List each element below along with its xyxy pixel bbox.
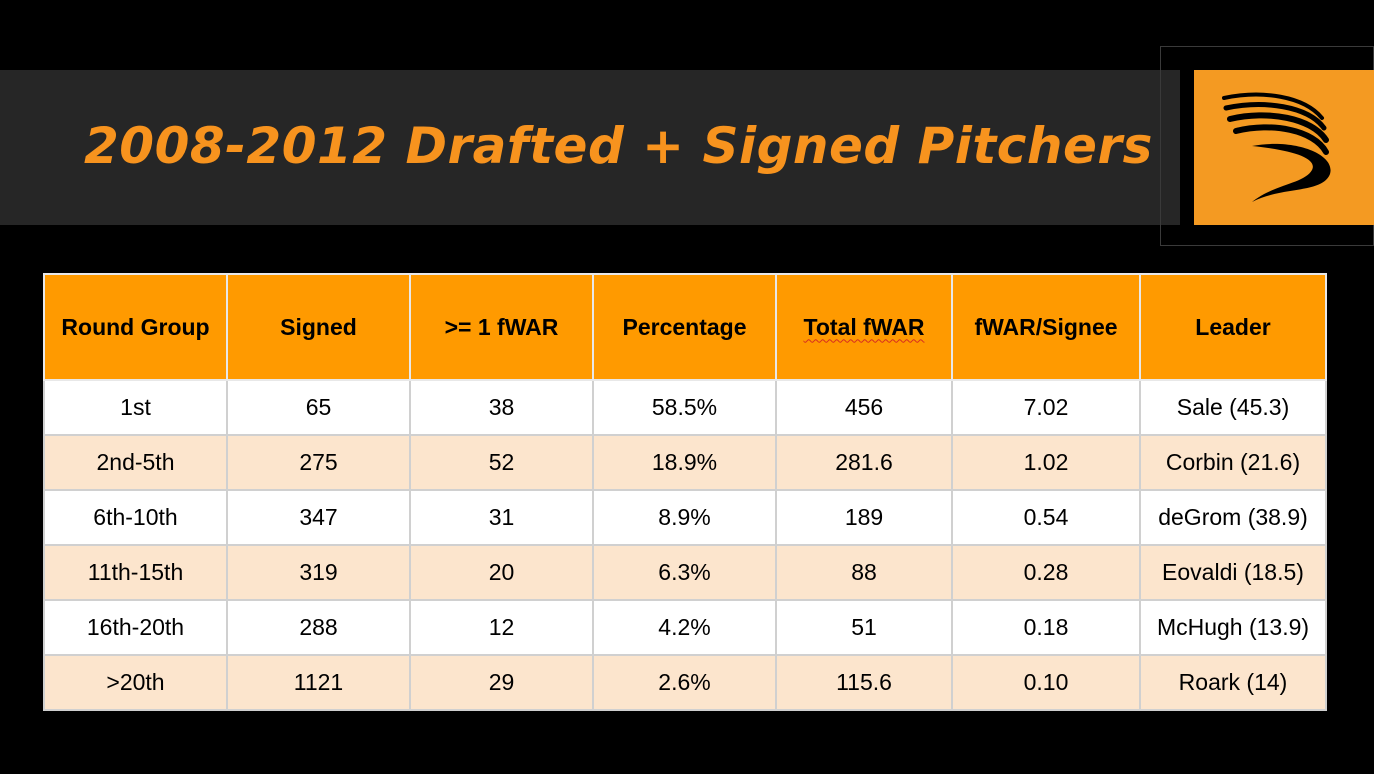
table-cell: 0.10 <box>951 654 1141 711</box>
table-cell: 6.3% <box>592 544 777 601</box>
table-row: 1st 65 38 58.5% 456 7.02 Sale (45.3) <box>43 379 1327 436</box>
table-cell: Sale (45.3) <box>1139 379 1327 436</box>
table-cell: 1st <box>43 379 228 436</box>
table-cell: Eovaldi (18.5) <box>1139 544 1327 601</box>
table-cell: 38 <box>409 379 594 436</box>
table-cell: 2.6% <box>592 654 777 711</box>
table-cell: 319 <box>226 544 411 601</box>
table-header-row: Round Group Signed >= 1 fWAR Percentage … <box>43 273 1327 381</box>
table-cell: 31 <box>409 489 594 546</box>
table-cell: deGrom (38.9) <box>1139 489 1327 546</box>
table-cell: 52 <box>409 434 594 491</box>
table-cell: 4.2% <box>592 599 777 656</box>
column-header-total-fwar: Total fWAR <box>775 273 953 381</box>
column-header-percentage: Percentage <box>592 273 777 381</box>
table-row: 11th-15th 319 20 6.3% 88 0.28 Eovaldi (1… <box>43 544 1327 601</box>
swoosh-logo-icon <box>1222 92 1331 202</box>
table-cell: 115.6 <box>775 654 953 711</box>
table-cell: 0.54 <box>951 489 1141 546</box>
table-cell: 29 <box>409 654 594 711</box>
table-cell: 65 <box>226 379 411 436</box>
table-cell: 88 <box>775 544 953 601</box>
column-header-fwar-per-signee: fWAR/Signee <box>951 273 1141 381</box>
data-table: Round Group Signed >= 1 fWAR Percentage … <box>43 273 1327 711</box>
table-cell: Roark (14) <box>1139 654 1327 711</box>
column-header-signed: Signed <box>226 273 411 381</box>
table-cell: McHugh (13.9) <box>1139 599 1327 656</box>
table-cell: 0.28 <box>951 544 1141 601</box>
table-cell: 1121 <box>226 654 411 711</box>
logo <box>1194 70 1374 225</box>
table-cell: 2nd-5th <box>43 434 228 491</box>
table-cell: Corbin (21.6) <box>1139 434 1327 491</box>
column-header-total-fwar-label: Total fWAR <box>803 313 925 340</box>
table-cell: >20th <box>43 654 228 711</box>
table-cell: 288 <box>226 599 411 656</box>
table-row: 6th-10th 347 31 8.9% 189 0.54 deGrom (38… <box>43 489 1327 546</box>
table-cell: 20 <box>409 544 594 601</box>
table-row: 16th-20th 288 12 4.2% 51 0.18 McHugh (13… <box>43 599 1327 656</box>
column-header-leader: Leader <box>1139 273 1327 381</box>
table-cell: 189 <box>775 489 953 546</box>
table-cell: 347 <box>226 489 411 546</box>
table-cell: 6th-10th <box>43 489 228 546</box>
table-row: 2nd-5th 275 52 18.9% 281.6 1.02 Corbin (… <box>43 434 1327 491</box>
table-cell: 456 <box>775 379 953 436</box>
table-cell: 1.02 <box>951 434 1141 491</box>
table-cell: 18.9% <box>592 434 777 491</box>
table-cell: 12 <box>409 599 594 656</box>
table-row: >20th 1121 29 2.6% 115.6 0.10 Roark (14) <box>43 654 1327 711</box>
column-header-round-group: Round Group <box>43 273 228 381</box>
table-cell: 0.18 <box>951 599 1141 656</box>
column-header-fwar-threshold: >= 1 fWAR <box>409 273 594 381</box>
table-cell: 58.5% <box>592 379 777 436</box>
page-title: 2008-2012 Drafted + Signed Pitchers <box>84 117 1153 175</box>
table-cell: 8.9% <box>592 489 777 546</box>
table-cell: 16th-20th <box>43 599 228 656</box>
table-cell: 11th-15th <box>43 544 228 601</box>
table-cell: 275 <box>226 434 411 491</box>
table-cell: 281.6 <box>775 434 953 491</box>
title-band <box>0 70 1180 225</box>
table-cell: 51 <box>775 599 953 656</box>
table-cell: 7.02 <box>951 379 1141 436</box>
